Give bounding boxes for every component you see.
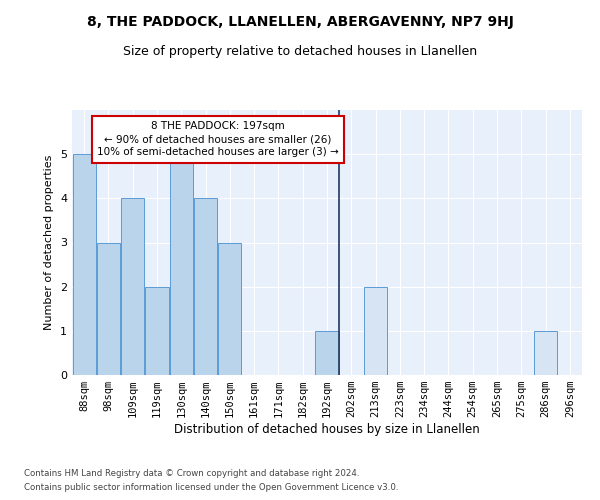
Bar — [534, 331, 557, 375]
Y-axis label: Number of detached properties: Number of detached properties — [44, 155, 55, 330]
Text: Contains public sector information licensed under the Open Government Licence v3: Contains public sector information licen… — [24, 484, 398, 492]
Text: Contains HM Land Registry data © Crown copyright and database right 2024.: Contains HM Land Registry data © Crown c… — [24, 468, 359, 477]
Bar — [194, 198, 217, 375]
Bar — [218, 242, 241, 375]
Text: Size of property relative to detached houses in Llanellen: Size of property relative to detached ho… — [123, 45, 477, 58]
Bar — [145, 286, 169, 375]
Bar — [73, 154, 95, 375]
Text: 8, THE PADDOCK, LLANELLEN, ABERGAVENNY, NP7 9HJ: 8, THE PADDOCK, LLANELLEN, ABERGAVENNY, … — [86, 15, 514, 29]
Bar — [364, 286, 387, 375]
Bar — [316, 331, 338, 375]
Bar — [170, 154, 193, 375]
X-axis label: Distribution of detached houses by size in Llanellen: Distribution of detached houses by size … — [174, 423, 480, 436]
Bar — [97, 242, 120, 375]
Bar — [121, 198, 144, 375]
Text: 8 THE PADDOCK: 197sqm
← 90% of detached houses are smaller (26)
10% of semi-deta: 8 THE PADDOCK: 197sqm ← 90% of detached … — [97, 121, 338, 158]
